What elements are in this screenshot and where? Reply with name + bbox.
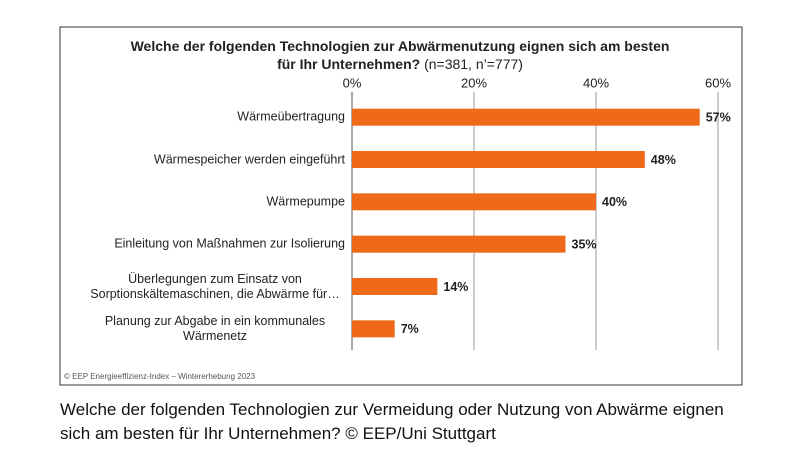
source: © EEP Energieeffizienz-Index – Wintererh… xyxy=(64,372,256,381)
value-label: 57% xyxy=(706,110,731,124)
caption: Welche der folgenden Technologien zur Ve… xyxy=(60,400,724,443)
value-label: 40% xyxy=(602,195,627,209)
x-tick-label: 40% xyxy=(583,75,609,90)
value-label: 7% xyxy=(401,322,419,336)
y-tick-label: Einleitung von Maßnahmen zur Isolierung xyxy=(114,236,345,251)
bar xyxy=(352,151,645,168)
chart-frame xyxy=(59,26,743,386)
y-tick-label: Planung zur Abgabe in ein kommunales Wär… xyxy=(104,313,326,343)
y-tick-label: Wärmespeicher werden eingeführt xyxy=(153,152,345,166)
chart-title: Welche der folgenden Technologien zur Ab… xyxy=(130,38,670,72)
bar xyxy=(352,108,700,126)
value-label: 48% xyxy=(651,153,676,167)
chart-subtitle: (n=381, n’=777) xyxy=(424,56,523,72)
value-label: 35% xyxy=(572,237,597,251)
y-tick-label: Wärmeübertragung xyxy=(237,109,345,124)
chart-title-block: Welche der folgenden Technologien zur Ab… xyxy=(120,37,680,73)
bar xyxy=(352,320,395,338)
x-tick-label: 0% xyxy=(343,75,362,90)
x-tick-label: 20% xyxy=(461,75,487,90)
y-tick-label: Überlegungen zum Einsatz von Sorptionskä… xyxy=(90,271,340,301)
y-tick-label: Wärmepumpe xyxy=(266,194,346,209)
bar xyxy=(352,278,438,295)
bar xyxy=(352,193,596,211)
bar xyxy=(352,235,566,253)
value-label: 14% xyxy=(443,280,468,294)
x-tick-label: 60% xyxy=(705,75,731,90)
